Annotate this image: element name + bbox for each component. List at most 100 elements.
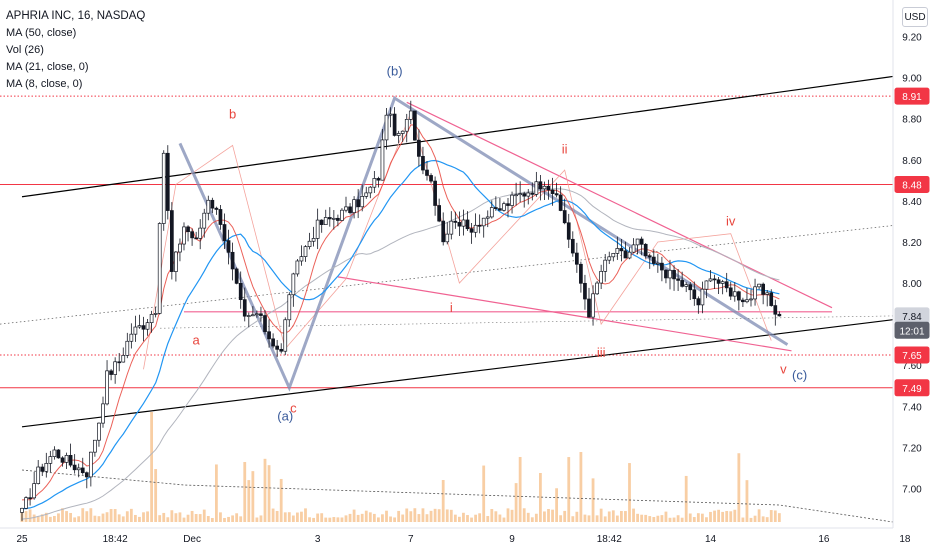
candle-body — [64, 455, 69, 463]
candle-body — [161, 152, 166, 224]
volume-bar — [551, 509, 554, 522]
volume-bar — [749, 517, 753, 522]
candle-body — [708, 278, 713, 282]
x-tick-label: 25 — [16, 534, 28, 545]
candle-body — [757, 283, 761, 288]
volume-bar — [526, 512, 530, 522]
volume-bar — [89, 508, 93, 522]
candle — [352, 196, 356, 219]
candle — [133, 315, 138, 342]
candle — [607, 251, 612, 265]
price-label-box — [894, 321, 930, 339]
candle — [174, 250, 178, 282]
candle-body — [356, 199, 360, 208]
volume-bar — [219, 512, 222, 522]
volume-bar — [636, 513, 639, 522]
indicator-ma21[interactable]: MA (21, close, 0) — [6, 61, 89, 73]
candle-body — [72, 464, 77, 471]
volume-bar — [166, 517, 170, 522]
candle — [356, 189, 360, 219]
volume-bar — [190, 510, 194, 522]
candle-body — [655, 262, 660, 265]
wave-label: iv — [726, 214, 736, 229]
candle-body — [716, 279, 721, 284]
candle-body — [728, 287, 733, 297]
candle-body — [421, 156, 425, 171]
candle — [579, 261, 583, 293]
volume-bar — [705, 517, 708, 522]
volume-bar — [652, 517, 656, 522]
indicator-ma50[interactable]: MA (50, close) — [6, 27, 77, 39]
volume-bar — [340, 517, 344, 522]
candle-body — [315, 219, 320, 239]
currency-button[interactable]: USD — [902, 7, 928, 27]
candle-body — [429, 175, 433, 182]
volume-bar — [547, 509, 550, 522]
volume-bar — [660, 515, 664, 522]
candle-body — [336, 217, 340, 221]
candle-body — [295, 260, 300, 275]
volume-bar — [692, 517, 696, 522]
candle — [84, 471, 89, 489]
volume-bar — [279, 478, 283, 522]
volume-bar — [227, 516, 230, 522]
candle-body — [700, 288, 705, 306]
candle — [24, 496, 28, 510]
volume-bar — [701, 513, 704, 522]
candle-body — [311, 238, 316, 242]
candle — [510, 191, 514, 214]
indicator-ma8[interactable]: MA (8, close, 0) — [6, 78, 83, 90]
candle-body — [489, 207, 494, 218]
volume-bar — [777, 513, 781, 522]
guide-line — [159, 315, 893, 329]
price-label-text: 8.91 — [902, 92, 922, 103]
candle — [113, 357, 118, 384]
candle-body — [20, 507, 24, 513]
volume-bar — [628, 463, 631, 522]
candle — [157, 222, 162, 315]
candle-body — [299, 256, 304, 262]
volume-bar — [316, 513, 320, 522]
volume-bar — [490, 509, 494, 522]
candle-body — [105, 370, 109, 405]
candle-body — [60, 457, 65, 463]
volume-bar — [251, 471, 255, 522]
candle — [384, 108, 389, 150]
volume-bar — [449, 509, 453, 522]
volume-bar — [680, 517, 684, 522]
volume-bar — [360, 513, 364, 522]
volume-bar — [429, 510, 433, 522]
candle-body — [153, 313, 158, 315]
candle — [745, 287, 749, 304]
volume-bar — [170, 510, 174, 522]
volume-bar — [640, 514, 644, 522]
candle — [550, 177, 555, 206]
candle — [255, 310, 259, 318]
candle-body — [583, 282, 587, 300]
candle — [639, 236, 644, 256]
candle — [522, 191, 527, 208]
wedge-line — [337, 276, 792, 352]
candle-body — [348, 206, 352, 213]
candle — [93, 439, 97, 457]
candle-body — [275, 345, 279, 350]
candle — [425, 160, 429, 181]
candle-body — [384, 114, 389, 141]
candle — [332, 210, 336, 230]
candle — [631, 238, 636, 253]
indicator-volume[interactable]: Vol (26) — [6, 44, 44, 56]
ma50-line — [21, 188, 780, 520]
candle-body — [56, 449, 61, 459]
candle — [502, 201, 506, 212]
volume-bar — [385, 510, 388, 522]
volume-bar — [599, 508, 603, 522]
channel-line — [21, 75, 893, 198]
candle — [429, 173, 433, 184]
candle — [105, 360, 109, 406]
candle — [518, 181, 523, 203]
candle-body — [522, 193, 527, 197]
volume-bar — [397, 510, 401, 522]
volume-bar — [368, 512, 372, 522]
candle-body — [307, 240, 312, 248]
